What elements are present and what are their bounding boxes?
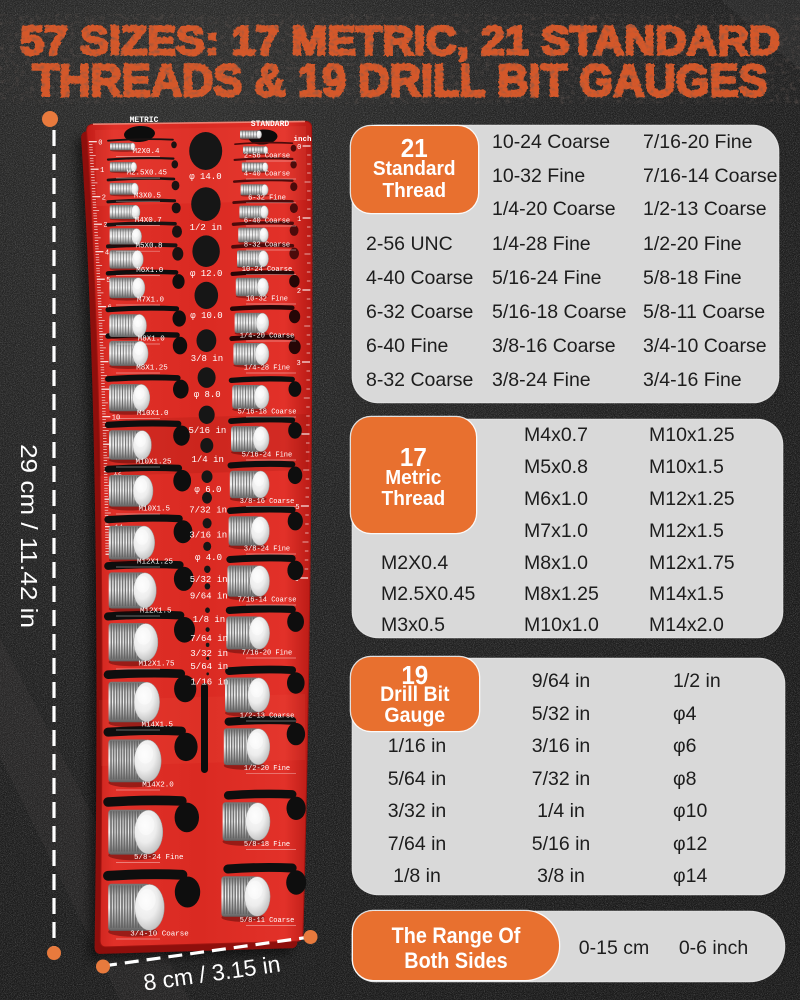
- svg-text:M2X0.4: M2X0.4: [132, 148, 160, 156]
- svg-text:5/8-11 Coarse: 5/8-11 Coarse: [240, 917, 295, 925]
- svg-text:1/16 in: 1/16 in: [191, 677, 229, 687]
- svg-text:M4X0.7: M4X0.7: [135, 217, 162, 225]
- svg-text:φ 14.0: φ 14.0: [189, 172, 221, 182]
- svg-text:7/32 in: 7/32 in: [189, 506, 227, 516]
- svg-text:1: 1: [100, 167, 104, 175]
- svg-text:1/8 in: 1/8 in: [193, 615, 225, 625]
- svg-text:3/32 in: 3/32 in: [190, 649, 228, 659]
- svg-text:9/64 in: 9/64 in: [190, 592, 228, 602]
- svg-text:METRIC: METRIC: [130, 116, 159, 125]
- svg-text:12: 12: [113, 470, 121, 478]
- svg-text:M2.5X0.45: M2.5X0.45: [127, 170, 168, 178]
- svg-text:M5X0.8: M5X0.8: [135, 243, 162, 251]
- svg-text:29 cm / 11.42 in: 29 cm / 11.42 in: [20, 444, 42, 628]
- svg-text:φ 6.0: φ 6.0: [194, 485, 221, 495]
- svg-text:3/8-24 Fine: 3/8-24 Fine: [244, 546, 290, 554]
- svg-text:M8X1.0: M8X1.0: [138, 336, 166, 344]
- svg-text:5/8-18 Fine: 5/8-18 Fine: [244, 841, 290, 849]
- svg-text:10-24 Coarse: 10-24 Coarse: [242, 266, 292, 274]
- svg-text:inch: inch: [293, 136, 312, 144]
- svg-text:1/2-13 Coarse: 1/2-13 Coarse: [240, 713, 295, 721]
- svg-text:1/2 in: 1/2 in: [190, 223, 222, 233]
- svg-text:7/16-14 Coarse: 7/16-14 Coarse: [238, 597, 297, 605]
- svg-text:8-32 Coarse: 8-32 Coarse: [244, 242, 290, 250]
- svg-text:φ 8.0: φ 8.0: [194, 390, 221, 400]
- svg-text:5/64 in: 5/64 in: [190, 662, 228, 672]
- svg-text:0: 0: [98, 140, 102, 148]
- svg-text:M3X0.5: M3X0.5: [134, 193, 162, 201]
- svg-text:1/4-28 Fine: 1/4-28 Fine: [244, 365, 290, 373]
- svg-text:0: 0: [297, 144, 301, 152]
- svg-text:6-40 Coarse: 6-40 Coarse: [244, 218, 290, 226]
- svg-text:M8X1.25: M8X1.25: [136, 365, 168, 373]
- svg-text:φ 12.0: φ 12.0: [190, 269, 222, 279]
- svg-text:7/16-20 Fine: 7/16-20 Fine: [242, 650, 292, 658]
- svg-text:5: 5: [106, 277, 110, 285]
- svg-text:M7X1.0: M7X1.0: [137, 297, 165, 305]
- svg-text:M14X1.5: M14X1.5: [141, 722, 173, 730]
- svg-text:5/16 in: 5/16 in: [188, 426, 226, 436]
- svg-text:M14X2.0: M14X2.0: [142, 782, 174, 790]
- svg-text:M12X1.5: M12X1.5: [140, 608, 172, 616]
- svg-text:10-32 Fine: 10-32 Fine: [246, 296, 288, 304]
- svg-text:2: 2: [297, 288, 301, 296]
- svg-text:2: 2: [102, 195, 106, 203]
- svg-text:M6X1.0: M6X1.0: [136, 267, 164, 275]
- svg-text:3/8-16 Coarse: 3/8-16 Coarse: [240, 498, 295, 506]
- svg-text:6-32 Fine: 6-32 Fine: [248, 194, 286, 202]
- svg-text:3/16 in: 3/16 in: [189, 531, 227, 541]
- svg-text:M10X1.25: M10X1.25: [135, 459, 172, 467]
- svg-text:φ 10.0: φ 10.0: [190, 311, 222, 321]
- svg-text:STANDARD: STANDARD: [251, 120, 290, 129]
- svg-text:7/64 in: 7/64 in: [190, 634, 228, 644]
- svg-text:1/4 in: 1/4 in: [191, 455, 223, 465]
- svg-text:3: 3: [103, 222, 107, 230]
- svg-text:M10X1.0: M10X1.0: [137, 410, 169, 418]
- svg-text:M10X1.5: M10X1.5: [138, 506, 170, 514]
- svg-text:4-40 Coarse: 4-40 Coarse: [244, 171, 290, 179]
- svg-text:5/32 in: 5/32 in: [190, 575, 228, 585]
- svg-text:5/16-24 Fine: 5/16-24 Fine: [242, 452, 292, 460]
- svg-text:1/4-20 Coarse: 1/4-20 Coarse: [240, 333, 295, 341]
- svg-text:5/16-18 Coarse: 5/16-18 Coarse: [238, 409, 297, 417]
- svg-text:4: 4: [105, 250, 109, 258]
- svg-text:M12X1.75: M12X1.75: [138, 661, 175, 669]
- svg-text:2-56 Coarse: 2-56 Coarse: [244, 153, 290, 161]
- svg-text:1/2-20 Fine: 1/2-20 Fine: [244, 765, 290, 773]
- svg-text:1: 1: [297, 216, 301, 224]
- svg-text:3: 3: [297, 360, 301, 368]
- svg-text:5: 5: [295, 504, 299, 512]
- svg-text:3/8 in: 3/8 in: [191, 354, 223, 364]
- svg-text:φ 4.0: φ 4.0: [195, 553, 222, 563]
- svg-text:3/4-10 Coarse: 3/4-10 Coarse: [130, 931, 189, 939]
- svg-text:M12X1.25: M12X1.25: [137, 559, 174, 567]
- svg-text:5/8-24 Fine: 5/8-24 Fine: [134, 854, 184, 862]
